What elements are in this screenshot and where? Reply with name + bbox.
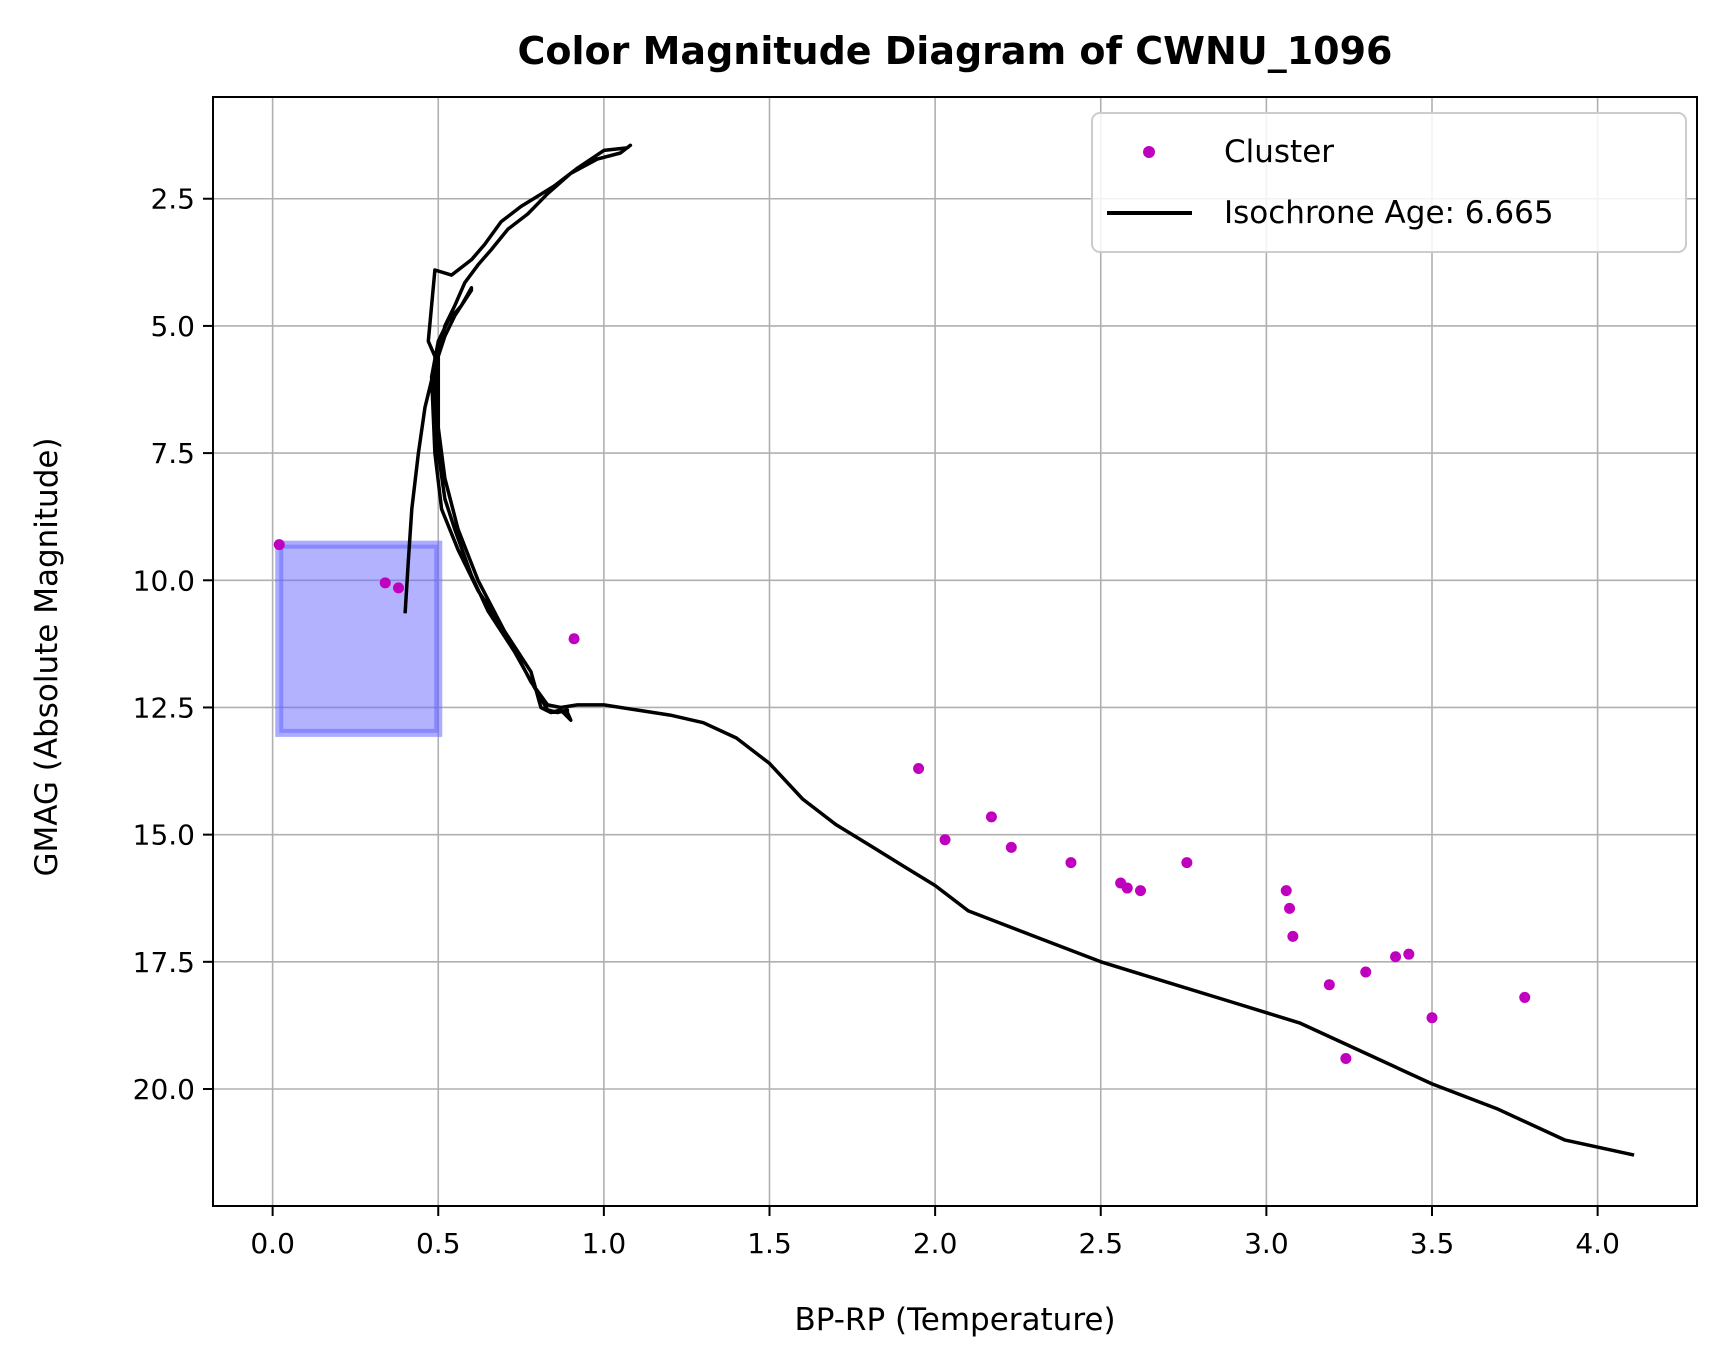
isochrone-group xyxy=(403,143,1635,1157)
cluster-point xyxy=(985,811,997,823)
highlight-region xyxy=(275,540,443,737)
cluster-point xyxy=(1135,885,1146,897)
cluster-point xyxy=(1519,991,1531,1003)
cluster-point xyxy=(1005,841,1017,853)
highlight-region-group xyxy=(275,540,443,737)
x-tick-label: 0.5 xyxy=(416,1227,461,1260)
cluster-point xyxy=(1280,885,1292,897)
cluster-point xyxy=(913,763,925,775)
x-tick-label: 3.0 xyxy=(1244,1227,1289,1260)
isochrone-line xyxy=(403,143,1635,1157)
cluster-points-group xyxy=(273,539,1531,1064)
cluster-point xyxy=(1181,857,1193,869)
cluster-point xyxy=(1390,951,1402,963)
x-tick-label: 1.0 xyxy=(582,1227,627,1260)
y-tick-label: 20.0 xyxy=(133,1073,195,1106)
y-axis-label: GMAG (Absolute Magnitude) xyxy=(29,437,65,876)
x-tick-label: 4.0 xyxy=(1575,1227,1620,1260)
x-axis-label: BP-RP (Temperature) xyxy=(794,1302,1115,1338)
legend-cluster-label: Cluster xyxy=(1224,134,1334,170)
y-tick-label: 7.5 xyxy=(150,437,195,470)
cluster-point xyxy=(1287,930,1299,942)
cluster-point xyxy=(379,577,391,589)
x-tick-label: 2.0 xyxy=(913,1227,958,1260)
cluster-point xyxy=(1121,882,1133,894)
plot-frame xyxy=(212,96,1698,1207)
y-tick-label: 17.5 xyxy=(133,946,195,979)
cluster-point xyxy=(1323,979,1335,991)
legend: Cluster Isochrone Age: 6.665 xyxy=(1091,112,1687,253)
cluster-point xyxy=(273,539,285,551)
y-tick-label: 10.0 xyxy=(133,564,195,597)
cluster-point xyxy=(393,582,404,594)
legend-box xyxy=(1091,112,1687,253)
x-tick-label: 2.5 xyxy=(1078,1227,1123,1260)
cluster-point xyxy=(1403,948,1415,960)
chart-title: Color Magnitude Diagram of CWNU_1096 xyxy=(518,29,1393,73)
cluster-point xyxy=(939,834,951,846)
cluster-point xyxy=(1426,1012,1438,1024)
cluster-point xyxy=(1284,902,1296,914)
y-tick-label: 15.0 xyxy=(133,819,195,852)
x-tick-label: 0.0 xyxy=(250,1227,295,1260)
cluster-point xyxy=(1065,857,1077,869)
x-tick-label: 1.5 xyxy=(747,1227,792,1260)
legend-isochrone-label: Isochrone Age: 6.665 xyxy=(1224,195,1554,231)
cluster-point xyxy=(1340,1052,1352,1064)
cluster-point xyxy=(568,633,580,645)
cluster-point xyxy=(1360,966,1372,978)
ticks: 0.0 0.5 1.0 1.5 2.0 2.5 3.0 3.5 4.0 2.5 5.0 7.5 10.0… xyxy=(133,183,1620,1260)
x-tick-label: 3.5 xyxy=(1410,1227,1455,1260)
y-tick-label: 5.0 xyxy=(150,310,195,343)
y-tick-label: 2.5 xyxy=(150,183,195,216)
y-tick-label: 12.5 xyxy=(133,691,195,724)
legend-cluster-marker xyxy=(1143,146,1155,158)
